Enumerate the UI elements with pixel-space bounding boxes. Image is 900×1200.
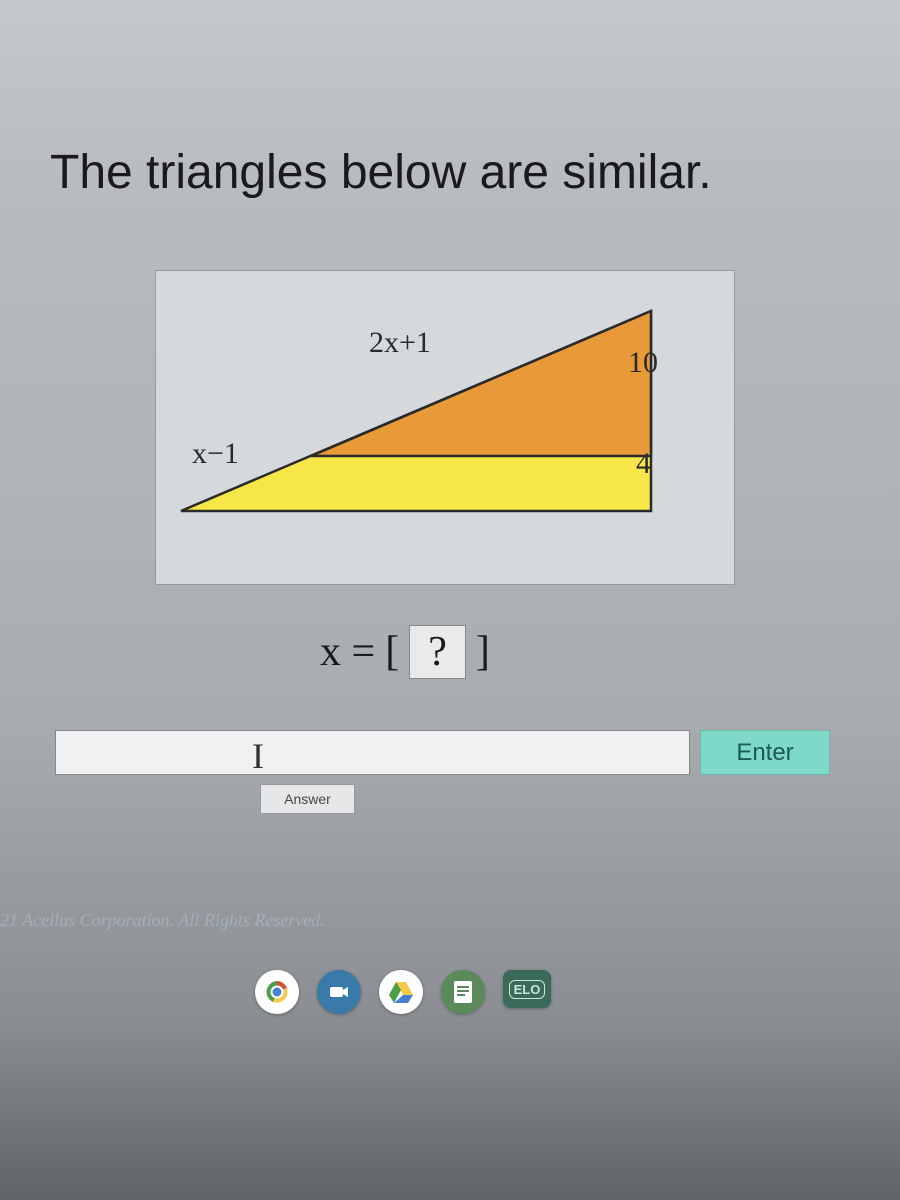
docs-icon[interactable] (441, 970, 485, 1014)
bracket-right: ] (476, 628, 490, 676)
label-right-upper: 10 (628, 346, 658, 380)
equation: x = [ ? ] (320, 625, 490, 679)
label-right-lower: 4 (636, 447, 651, 481)
camera-icon[interactable] (317, 970, 361, 1014)
elo-icon[interactable]: ELO (503, 970, 551, 1008)
inner-triangle (311, 311, 651, 456)
answer-input[interactable] (55, 730, 690, 775)
diagram-panel: 2x+1 10 x−1 4 (155, 270, 735, 585)
copyright-text: 21 Acellus Corporation. All Rights Reser… (0, 910, 325, 931)
chrome-icon[interactable] (255, 970, 299, 1014)
question-title: The triangles below are similar. (50, 145, 712, 200)
answer-placeholder-box: ? (409, 625, 466, 679)
drive-icon[interactable] (379, 970, 423, 1014)
answer-row: Enter (55, 730, 830, 775)
bracket-left: [ (385, 628, 399, 676)
enter-button[interactable]: Enter (700, 730, 830, 775)
label-hypotenuse-lower: x−1 (192, 437, 239, 471)
equation-lhs: x = (320, 628, 375, 676)
answer-field-label: Answer (260, 784, 355, 814)
taskbar: ELO (255, 970, 551, 1014)
label-hypotenuse-upper: 2x+1 (369, 326, 431, 360)
